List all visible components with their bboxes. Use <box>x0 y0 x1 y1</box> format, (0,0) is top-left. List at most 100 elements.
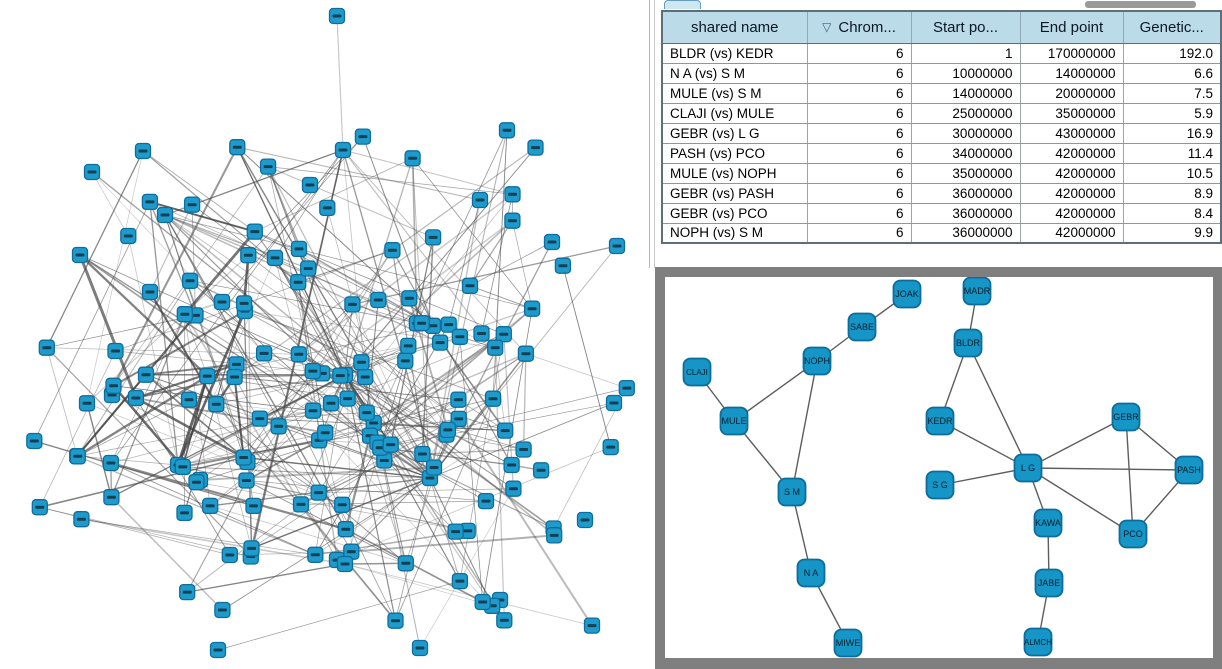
cell-shared_name[interactable]: CLAJI (vs) MULE <box>662 103 808 124</box>
panel-splitter[interactable] <box>654 0 655 268</box>
network-node[interactable] <box>353 354 370 371</box>
network-node[interactable] <box>300 260 317 277</box>
node-shape[interactable] <box>719 406 749 436</box>
table-row[interactable]: NOPH (vs) S M 6 36000000 42000000 9.9 <box>662 223 1221 244</box>
table-row[interactable]: CLAJI (vs) MULE 6 25000000 35000000 5.9 <box>662 103 1221 124</box>
node-shape[interactable] <box>962 277 992 306</box>
column-header-genetic[interactable]: Genetic... <box>1123 11 1221 44</box>
table-row[interactable]: GEBR (vs) PASH 6 36000000 42000000 8.9 <box>662 183 1221 204</box>
network-node[interactable] <box>199 367 216 385</box>
network-node[interactable] <box>503 456 520 474</box>
network-node[interactable] <box>332 367 349 384</box>
network-node[interactable] <box>174 458 191 476</box>
network-node-ALMCH[interactable]: ALMCH <box>1023 627 1053 657</box>
cell-chromosome[interactable]: 6 <box>807 123 912 144</box>
network-node[interactable] <box>103 489 120 506</box>
network-node[interactable] <box>484 390 502 407</box>
network-node[interactable] <box>292 496 310 513</box>
network-node[interactable] <box>229 139 246 156</box>
cell-shared_name[interactable]: MULE (vs) NOPH <box>662 163 808 184</box>
network-node[interactable] <box>317 424 334 441</box>
network-node[interactable] <box>202 497 219 515</box>
network-node[interactable] <box>83 163 101 181</box>
network-node[interactable] <box>183 196 201 213</box>
column-header-chrom[interactable]: ▽ Chrom... <box>807 11 912 44</box>
network-node[interactable] <box>532 462 550 479</box>
cell-end[interactable]: 43000000 <box>1020 123 1124 144</box>
network-node[interactable] <box>370 291 387 309</box>
network-node[interactable] <box>337 521 354 538</box>
cell-end[interactable]: 20000000 <box>1020 83 1124 104</box>
node-shape[interactable] <box>1013 453 1043 483</box>
cell-end[interactable]: 42000000 <box>1020 143 1124 164</box>
network-node[interactable] <box>137 366 155 383</box>
network-node[interactable] <box>180 391 198 408</box>
node-shape[interactable] <box>925 470 955 500</box>
network-node[interactable] <box>214 601 231 619</box>
network-node[interactable] <box>304 362 321 380</box>
cell-start[interactable]: 34000000 <box>911 143 1021 164</box>
network-node[interactable] <box>439 421 457 439</box>
network-node[interactable] <box>134 142 152 160</box>
network-node[interactable] <box>243 540 260 557</box>
network-node[interactable] <box>546 527 563 544</box>
cell-shared_name[interactable]: GEBR (vs) PASH <box>662 183 808 204</box>
cell-end[interactable]: 14000000 <box>1020 63 1124 84</box>
network-edge-NOPH-MULE[interactable] <box>733 360 818 422</box>
network-node[interactable] <box>334 496 351 513</box>
cell-start[interactable]: 14000000 <box>911 83 1021 104</box>
cell-start[interactable]: 10000000 <box>911 63 1021 84</box>
network-node[interactable] <box>259 158 277 175</box>
table-row[interactable]: MULE (vs) S M 6 14000000 20000000 7.5 <box>662 83 1221 104</box>
cell-start[interactable]: 36000000 <box>911 223 1021 244</box>
network-node[interactable] <box>450 391 467 408</box>
network-node[interactable] <box>358 404 375 421</box>
network-node[interactable] <box>354 128 372 145</box>
network-edge-BLDR-LG[interactable] <box>967 342 1029 469</box>
network-edge-SG-LG[interactable] <box>939 467 1029 486</box>
network-node[interactable] <box>504 186 521 203</box>
node-shape[interactable] <box>796 558 826 588</box>
cell-genetic[interactable]: 8.9 <box>1123 183 1221 204</box>
network-node[interactable] <box>176 504 193 522</box>
small-network-viewport[interactable]: JOAK SABE NOPH CLAJI MULE MADR BLDR KEDR GEBR L G… <box>665 277 1213 658</box>
node-shape[interactable] <box>1023 627 1053 657</box>
node-shape[interactable] <box>1118 519 1148 549</box>
network-node[interactable] <box>328 7 346 25</box>
cell-genetic[interactable]: 11.4 <box>1123 143 1221 164</box>
cell-start[interactable]: 36000000 <box>911 183 1021 204</box>
table-row[interactable]: MULE (vs) NOPH 6 35000000 42000000 10.5 <box>662 163 1221 184</box>
network-node-GEBR[interactable]: GEBR <box>1111 402 1141 432</box>
network-edge-LG-PCO[interactable] <box>1027 467 1134 535</box>
cell-end[interactable]: 42000000 <box>1020 223 1124 244</box>
cell-shared_name[interactable]: GEBR (vs) PCO <box>662 203 808 224</box>
network-node[interactable] <box>238 472 255 489</box>
network-node[interactable] <box>447 523 464 540</box>
cell-shared_name[interactable]: N A (vs) S M <box>662 63 808 84</box>
cell-shared_name[interactable]: PASH (vs) PCO <box>662 143 808 164</box>
network-node[interactable] <box>127 389 145 407</box>
cell-end[interactable]: 42000000 <box>1020 183 1124 204</box>
network-node[interactable] <box>336 555 354 573</box>
network-node[interactable] <box>543 233 561 251</box>
cell-chromosome[interactable]: 6 <box>807 143 912 164</box>
network-node[interactable] <box>487 339 504 356</box>
network-node[interactable] <box>602 438 619 456</box>
network-node[interactable] <box>235 295 253 312</box>
table-row[interactable]: GEBR (vs) L G 6 30000000 43000000 16.9 <box>662 123 1221 144</box>
network-node[interactable] <box>179 583 196 601</box>
cell-chromosome[interactable]: 6 <box>807 203 912 224</box>
cell-chromosome[interactable]: 6 <box>807 183 912 204</box>
cell-end[interactable]: 170000000 <box>1020 43 1124 64</box>
large-network-canvas[interactable] <box>0 0 655 669</box>
network-node[interactable] <box>414 445 431 463</box>
network-node[interactable] <box>498 122 516 139</box>
cell-genetic[interactable]: 192.0 <box>1123 43 1221 64</box>
network-node[interactable] <box>188 474 205 491</box>
network-node[interactable] <box>69 448 86 465</box>
network-node-CLAJI[interactable]: CLAJI <box>682 357 712 387</box>
cell-shared_name[interactable]: NOPH (vs) S M <box>662 223 808 244</box>
cell-genetic[interactable]: 6.6 <box>1123 63 1221 84</box>
network-node[interactable] <box>440 316 457 333</box>
cell-start[interactable]: 25000000 <box>911 103 1021 124</box>
